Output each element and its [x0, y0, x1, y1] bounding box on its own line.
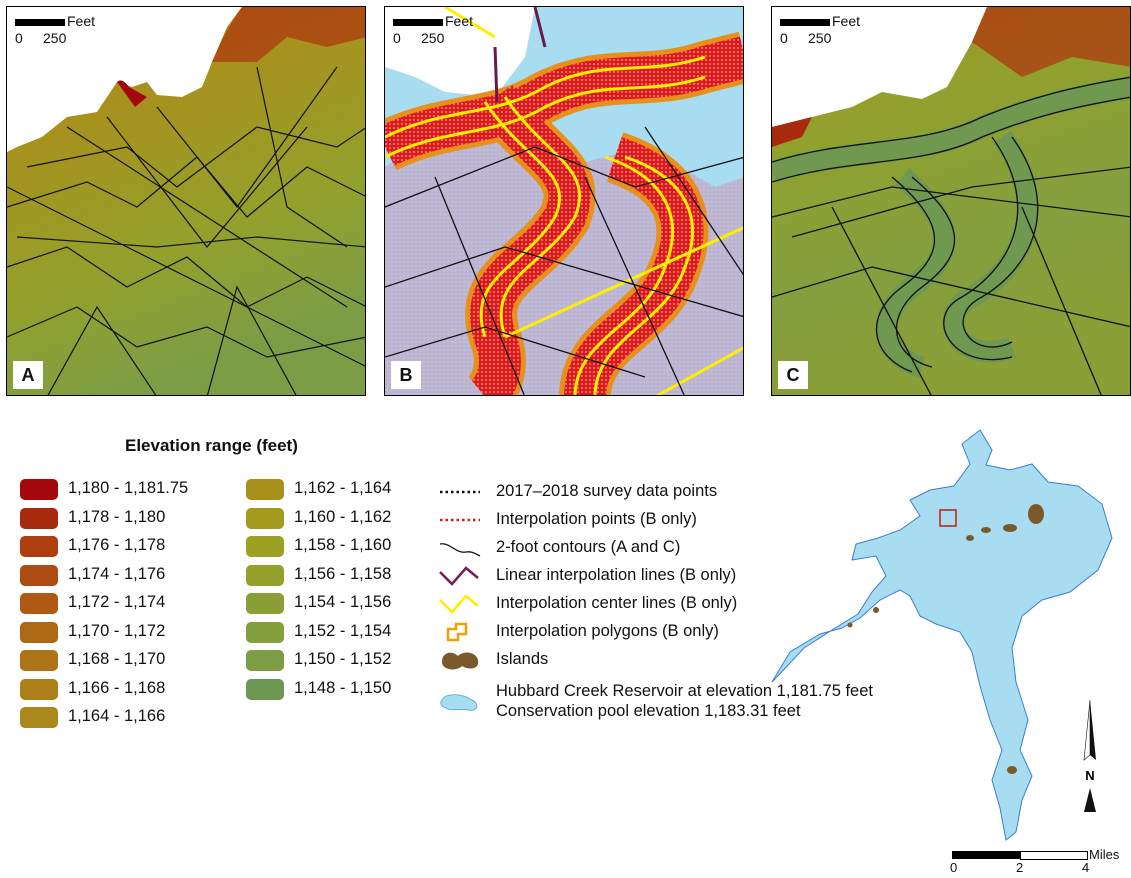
scale-tick: 0 — [393, 30, 401, 46]
scale-bar-segment — [1020, 851, 1088, 860]
interpolation-map-b — [385, 7, 743, 395]
reservoir-locator-map — [771, 429, 1113, 841]
scale-bar: Feet 0 250 — [780, 13, 890, 47]
elevation-swatch — [246, 678, 284, 700]
yellow-zigzag-icon — [439, 594, 479, 614]
legend-label: Interpolation polygons (B only) — [496, 622, 719, 640]
scale-tick: 250 — [808, 30, 832, 46]
scale-unit: Feet — [445, 13, 474, 29]
orange-polygon-icon — [446, 622, 468, 642]
elevation-swatch — [20, 593, 58, 614]
panel-label: B — [391, 361, 421, 389]
elevation-label: 1,162 - 1,164 — [294, 479, 392, 497]
elevation-label: 1,170 - 1,172 — [68, 621, 166, 640]
north-arrow-icon: N — [1083, 700, 1096, 812]
elevation-label: 1,158 - 1,160 — [294, 536, 392, 554]
legend-label: Interpolation points (B only) — [496, 510, 697, 528]
elevation-swatch — [20, 564, 58, 586]
elevation-label: 1,180 - 1,181.75 — [68, 479, 189, 497]
elevation-label: 1,156 - 1,158 — [294, 564, 392, 583]
legend-label: Interpolation center lines (B only) — [496, 594, 738, 612]
scale-bar-segment — [15, 19, 65, 26]
elevation-swatch — [246, 507, 284, 529]
scale-tick: 2 — [1016, 860, 1024, 875]
elevation-label: 1,174 - 1,176 — [68, 564, 166, 583]
elevation-label: 1,166 - 1,168 — [68, 678, 166, 697]
scale-unit: Miles — [1089, 847, 1120, 862]
scale-bar-segment — [952, 851, 1020, 859]
elevation-label: 1,168 - 1,170 — [68, 650, 166, 668]
panel-label: C — [778, 361, 808, 389]
elevation-swatch — [20, 507, 58, 529]
scale-tick: 250 — [43, 30, 67, 46]
scale-bar-segment — [780, 19, 830, 26]
elevation-swatch — [20, 479, 58, 500]
elevation-swatch — [20, 536, 58, 557]
map-panel-b: Feet 0 250 B — [384, 6, 744, 396]
north-label: N — [1085, 768, 1094, 783]
legend-label: Hubbard Creek Reservoir at elevation 1,1… — [496, 682, 873, 700]
elevation-surface-a — [7, 7, 365, 395]
reservoir-outline — [771, 429, 1113, 841]
contour-line-icon — [439, 543, 481, 557]
scale-unit: Feet — [832, 13, 861, 29]
reservoir-blob-icon — [440, 694, 478, 711]
legend-label: Conservation pool elevation 1,183.31 fee… — [496, 702, 801, 720]
elevation-swatch — [246, 564, 284, 586]
elevation-swatch — [246, 479, 284, 500]
elevation-label: 1,178 - 1,180 — [68, 507, 166, 526]
legend-label: Islands — [496, 650, 549, 668]
legend-title: Elevation range (feet) — [125, 436, 298, 455]
scale-bar: Feet 0 250 — [15, 13, 125, 47]
map-panel-a: Feet 0 250 A — [6, 6, 366, 396]
legend-label: 2017–2018 survey data points — [496, 482, 718, 500]
panel-label: A — [13, 361, 43, 389]
scale-bar-segment — [393, 19, 443, 26]
elevation-swatch — [20, 621, 58, 643]
elevation-swatch — [20, 707, 58, 728]
elevation-swatch — [20, 678, 58, 700]
elevation-label: 1,154 - 1,156 — [294, 593, 392, 611]
elevation-swatch — [246, 650, 284, 671]
scale-tick: 4 — [1082, 860, 1090, 875]
study-area-box — [939, 509, 957, 527]
scale-tick: 250 — [421, 30, 445, 46]
scale-tick: 0 — [15, 30, 23, 46]
elevation-label: 1,148 - 1,150 — [294, 678, 392, 697]
scale-tick: 0 — [780, 30, 788, 46]
purple-zigzag-icon — [439, 566, 479, 586]
elevation-label: 1,150 - 1,152 — [294, 650, 392, 668]
black-dotted-line-icon — [440, 490, 480, 494]
island-markers — [847, 504, 1044, 774]
legend-label: 2-foot contours (A and C) — [496, 538, 681, 556]
legend-label: Linear interpolation lines (B only) — [496, 566, 737, 584]
elevation-swatch — [246, 593, 284, 614]
elevation-swatch — [20, 650, 58, 671]
elevation-label: 1,172 - 1,174 — [68, 593, 166, 611]
elevation-swatch — [246, 536, 284, 557]
elevation-label: 1,160 - 1,162 — [294, 507, 392, 526]
scale-tick: 0 — [950, 860, 958, 875]
map-panel-c: Feet 0 250 C — [771, 6, 1131, 396]
elevation-label: 1,176 - 1,178 — [68, 536, 166, 554]
elevation-label: 1,152 - 1,154 — [294, 621, 392, 640]
scale-unit: Feet — [67, 13, 96, 29]
elevation-surface-c — [772, 7, 1130, 395]
elevation-label: 1,164 - 1,166 — [68, 707, 166, 725]
island-blob-icon — [442, 652, 479, 670]
red-dotted-line-icon — [440, 518, 480, 522]
elevation-swatch — [246, 621, 284, 643]
scale-bar: Feet 0 250 — [393, 13, 503, 47]
